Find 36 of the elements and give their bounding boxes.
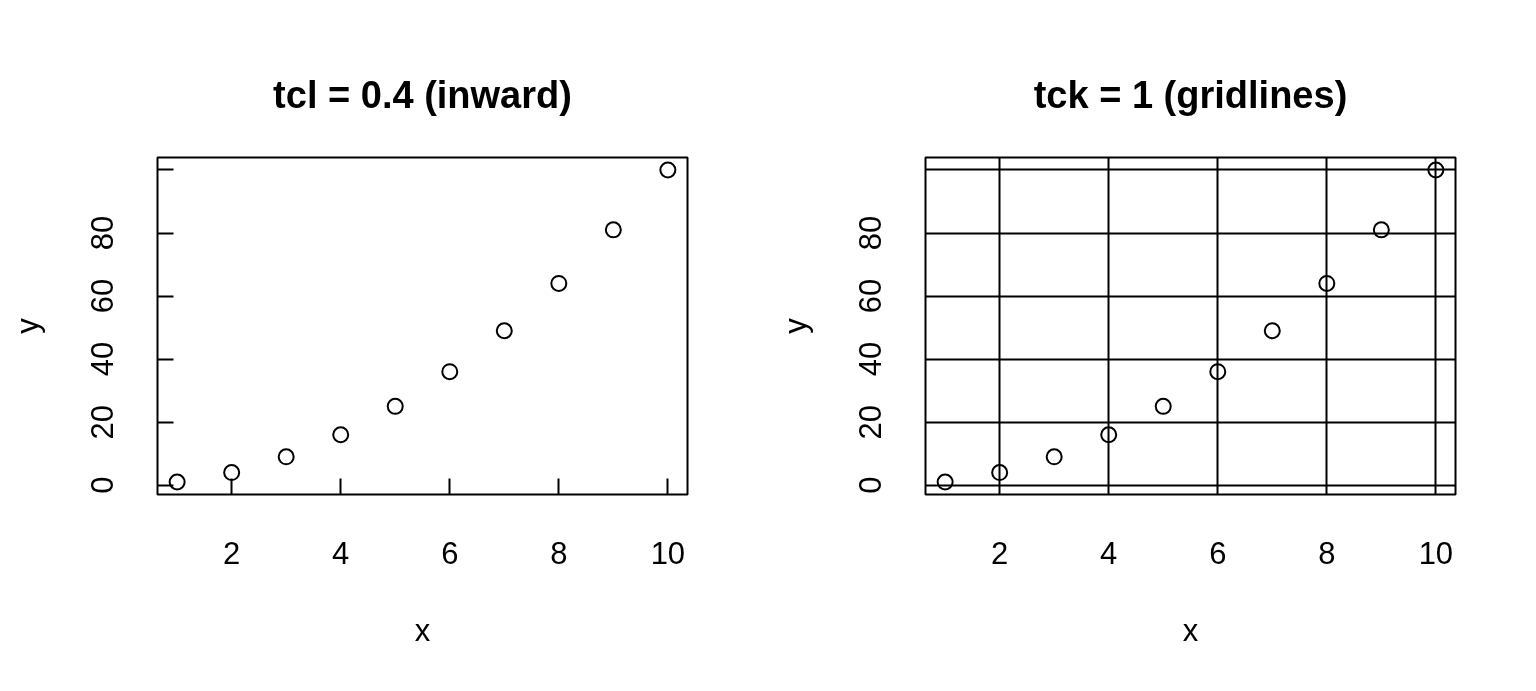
y-tick-label: 60 <box>85 278 121 314</box>
y-tick-label: 40 <box>853 341 889 377</box>
y-axis-title: y <box>9 317 45 334</box>
y-tick-label: 20 <box>853 404 889 440</box>
point <box>441 363 459 381</box>
y-tick-label: 80 <box>85 215 121 251</box>
x-tick-label: 2 <box>223 535 241 571</box>
y-tick-label: 40 <box>85 341 121 377</box>
x-axis-title: x <box>414 612 431 648</box>
chart-title: tcl = 0.4 (inward) <box>273 74 572 116</box>
x-tick-label: 2 <box>991 535 1009 571</box>
y-tick-label: 20 <box>85 404 121 440</box>
point <box>332 426 350 444</box>
x-tick-label: 8 <box>1318 535 1336 571</box>
point <box>550 274 568 292</box>
y-tick-label: 60 <box>853 278 889 314</box>
point <box>495 322 513 340</box>
point <box>223 464 241 482</box>
x-tick-label: 4 <box>1100 535 1118 571</box>
chart-title: tck = 1 (gridlines) <box>1033 74 1348 116</box>
x-tick-label: 6 <box>441 535 459 571</box>
point <box>277 448 295 466</box>
x-axis-title: x <box>1182 612 1199 648</box>
x-tick-label: 10 <box>650 535 686 571</box>
x-tick-label: 10 <box>1418 535 1454 571</box>
point <box>386 397 404 415</box>
y-axis-title: y <box>777 317 813 334</box>
x-tick-label: 6 <box>1209 535 1227 571</box>
y-tick-label: 0 <box>853 476 889 494</box>
point <box>604 221 622 239</box>
y-tick-label: 0 <box>85 476 121 494</box>
x-tick-label: 4 <box>332 535 350 571</box>
x-tick-label: 8 <box>550 535 568 571</box>
point <box>168 473 186 491</box>
y-tick-label: 80 <box>853 215 889 251</box>
point <box>659 161 677 179</box>
